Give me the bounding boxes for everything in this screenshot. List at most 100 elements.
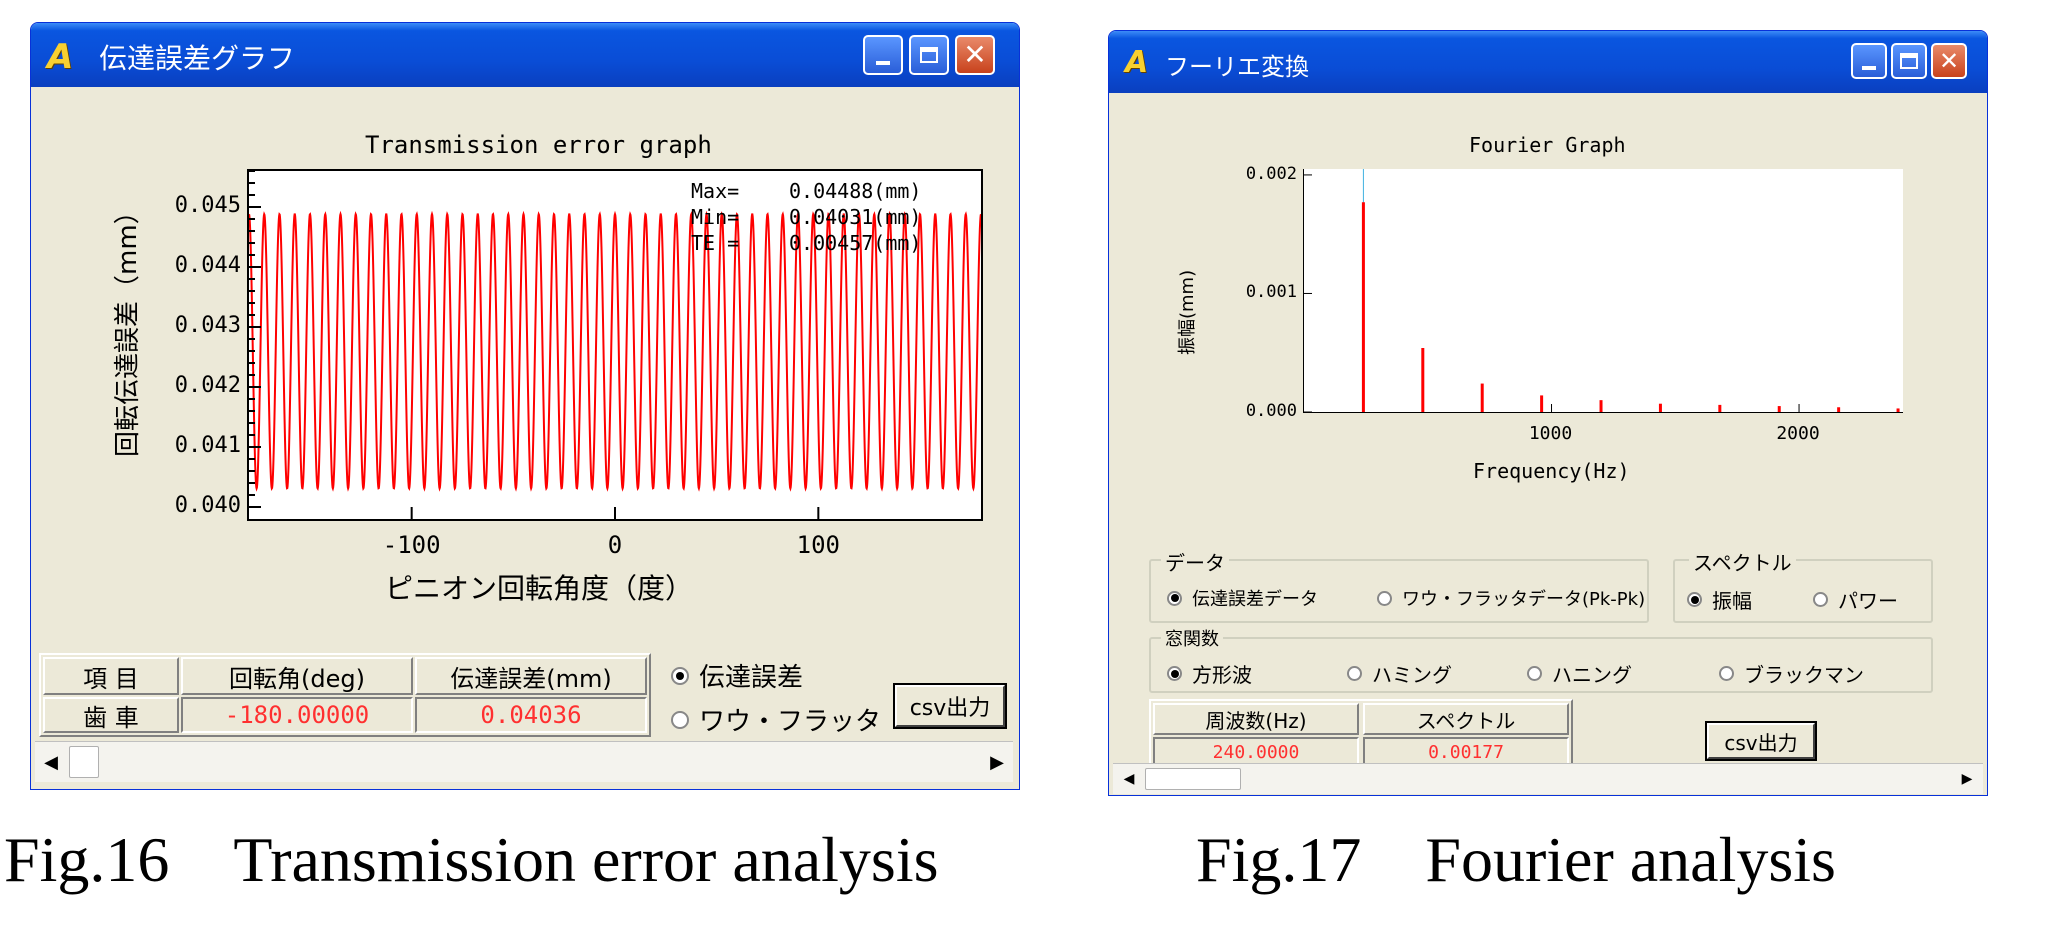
table-header: 項 目 xyxy=(43,657,179,695)
stat-label: Max= xyxy=(691,179,740,203)
figure-caption-16: Fig.16 Transmission error analysis xyxy=(4,824,939,895)
y-tick-label: 0.044 xyxy=(174,253,241,278)
scroll-left-icon[interactable]: ◀ xyxy=(44,751,58,773)
csv-export-button[interactable]: csv出力 xyxy=(893,683,1007,729)
group-label: データ xyxy=(1161,547,1229,576)
radio-amplitude[interactable]: 振幅 xyxy=(1687,585,1752,614)
x-axis-label: Frequency(Hz) xyxy=(1473,459,1630,483)
close-button[interactable]: ✕ xyxy=(1931,43,1967,79)
fourier-spectrum-plot xyxy=(1304,169,1900,412)
radio-icon xyxy=(671,666,689,685)
close-button[interactable]: ✕ xyxy=(955,35,995,75)
y-tick-label: 0.002 xyxy=(1245,163,1297,184)
csv-export-button[interactable]: csv出力 xyxy=(1705,721,1817,761)
data-group: データ 伝達誤差データ ワウ・フラッタデータ(Pk-Pk) xyxy=(1149,547,1649,623)
x-tick-label: 0 xyxy=(607,531,623,559)
window-title: フーリエ変換 xyxy=(1165,53,1309,81)
y-tick-label: 0.001 xyxy=(1245,282,1297,303)
radio-blackman[interactable]: ブラックマン xyxy=(1719,659,1864,688)
x-tick-label: 1000 xyxy=(1528,423,1573,444)
maximize-button[interactable] xyxy=(1891,43,1927,79)
window-title: 伝達誤差グラフ xyxy=(99,42,296,75)
horizontal-scrollbar[interactable]: ◀ ▶ xyxy=(1113,763,1983,794)
radio-icon xyxy=(1347,666,1362,681)
radio-hanning[interactable]: ハニング xyxy=(1527,659,1632,688)
x-tick-label: 100 xyxy=(796,531,840,559)
minimize-button[interactable] xyxy=(1851,43,1887,79)
y-tick-label: 0.043 xyxy=(174,313,241,338)
stat-label: Min= xyxy=(691,205,740,229)
title-bar[interactable]: A フーリエ変換 ✕ xyxy=(1109,31,1987,93)
graph-panel: Fourier Graph 振幅(mm) 0.000 0.001 0.002 100… xyxy=(1113,93,1983,541)
scroll-thumb[interactable] xyxy=(69,746,99,778)
control-panel: データ 伝達誤差データ ワウ・フラッタデータ(Pk-Pk) スペクトル 振幅 パ… xyxy=(1113,539,1983,771)
readout-panel: 項 目 回転角(deg) 伝達誤差(mm) 歯 車 -180.00000 0.0… xyxy=(35,645,1013,741)
scroll-thumb[interactable] xyxy=(1145,768,1241,790)
radio-icon xyxy=(1719,666,1734,681)
radio-rectangular[interactable]: 方形波 xyxy=(1167,659,1252,688)
radio-wow-flutter-data[interactable]: ワウ・フラッタデータ(Pk-Pk) xyxy=(1377,585,1645,611)
transmission-error-plot xyxy=(249,171,981,519)
radio-hamming[interactable]: ハミング xyxy=(1347,659,1452,688)
close-icon: ✕ xyxy=(963,38,987,71)
y-axis-label: 振幅(mm) xyxy=(1177,269,1198,355)
minimize-button[interactable] xyxy=(863,35,903,75)
title-bar[interactable]: A 伝達誤差グラフ ✕ xyxy=(31,23,1019,87)
horizontal-scrollbar[interactable]: ◀ ▶ xyxy=(35,741,1013,782)
stat-value: 0.04031(mm) xyxy=(789,205,922,229)
readout-table: 周波数(Hz) スペクトル 240.0000 0.00177 xyxy=(1149,699,1573,771)
radio-icon xyxy=(1527,666,1542,681)
error-value: 0.04036 xyxy=(415,697,647,733)
stat-label: TE = xyxy=(691,231,740,255)
stat-value: 0.00457(mm) xyxy=(789,231,922,255)
scroll-left-icon[interactable]: ◀ xyxy=(1123,771,1135,787)
y-tick-label: 0.040 xyxy=(174,493,241,518)
y-axis-label: 回転伝達誤差（mm） xyxy=(113,198,143,457)
figure-caption-17: Fig.17 Fourier analysis xyxy=(1196,824,1836,895)
radio-icon xyxy=(1377,590,1392,606)
radio-icon xyxy=(1167,666,1182,681)
radio-icon xyxy=(1687,592,1702,607)
radio-transmission-error[interactable]: 伝達誤差 xyxy=(671,657,803,694)
radio-icon xyxy=(1167,590,1182,606)
fourier-window: A フーリエ変換 ✕ Fourier Graph 振幅(mm) 0.000 0.0… xyxy=(1108,30,1988,796)
graph-panel: Transmission error graph 回転伝達誤差（mm） 0.04… xyxy=(35,87,1013,647)
spectrum-group: スペクトル 振幅 パワー xyxy=(1673,547,1933,623)
table-header: スペクトル xyxy=(1363,703,1569,735)
group-label: 窓関数 xyxy=(1161,625,1223,651)
table-header: 周波数(Hz) xyxy=(1153,703,1359,735)
group-label: スペクトル xyxy=(1689,547,1796,576)
radio-icon xyxy=(1813,592,1828,607)
plot-area xyxy=(1303,169,1903,413)
angle-value: -180.00000 xyxy=(181,697,413,733)
maximize-button[interactable] xyxy=(909,35,949,75)
transmission-error-window: A 伝達誤差グラフ ✕ Transmission error graph 回転伝… xyxy=(30,22,1020,790)
y-tick-label: 0.042 xyxy=(174,373,241,398)
table-header: 回転角(deg) xyxy=(181,657,413,695)
radio-wow-flutter[interactable]: ワウ・フラッタ xyxy=(671,701,881,738)
x-tick-label: -100 xyxy=(382,531,441,559)
maximize-icon xyxy=(920,47,938,63)
plot-area: Max= 0.04488(mm) Min= 0.04031(mm) TE = 0.0045… xyxy=(247,169,983,521)
chart-title: Fourier Graph xyxy=(1469,133,1626,157)
app-logo-icon: A xyxy=(1125,45,1149,80)
radio-power[interactable]: パワー xyxy=(1813,585,1898,614)
y-tick-label: 0.045 xyxy=(174,193,241,218)
table-header: 伝達誤差(mm) xyxy=(415,657,647,695)
stat-value: 0.04488(mm) xyxy=(789,179,922,203)
radio-te-data[interactable]: 伝達誤差データ xyxy=(1167,585,1318,611)
te-series-line xyxy=(249,210,981,492)
chart-title: Transmission error graph xyxy=(365,131,712,159)
y-tick-label: 0.041 xyxy=(174,433,241,458)
x-tick-label: 2000 xyxy=(1776,423,1820,444)
minimize-icon xyxy=(1862,66,1876,70)
window-function-group: 窓関数 方形波 ハミング ハニング ブラックマン xyxy=(1149,625,1933,693)
minimize-icon xyxy=(876,61,890,65)
row-label: 歯 車 xyxy=(43,697,179,733)
scroll-right-icon[interactable]: ▶ xyxy=(990,751,1004,773)
radio-icon xyxy=(671,710,689,729)
scroll-right-icon[interactable]: ▶ xyxy=(1961,771,1973,787)
x-axis-label: ピニオン回転角度（度） xyxy=(385,572,694,605)
maximize-icon xyxy=(1900,53,1918,69)
app-logo-icon: A xyxy=(47,37,74,77)
